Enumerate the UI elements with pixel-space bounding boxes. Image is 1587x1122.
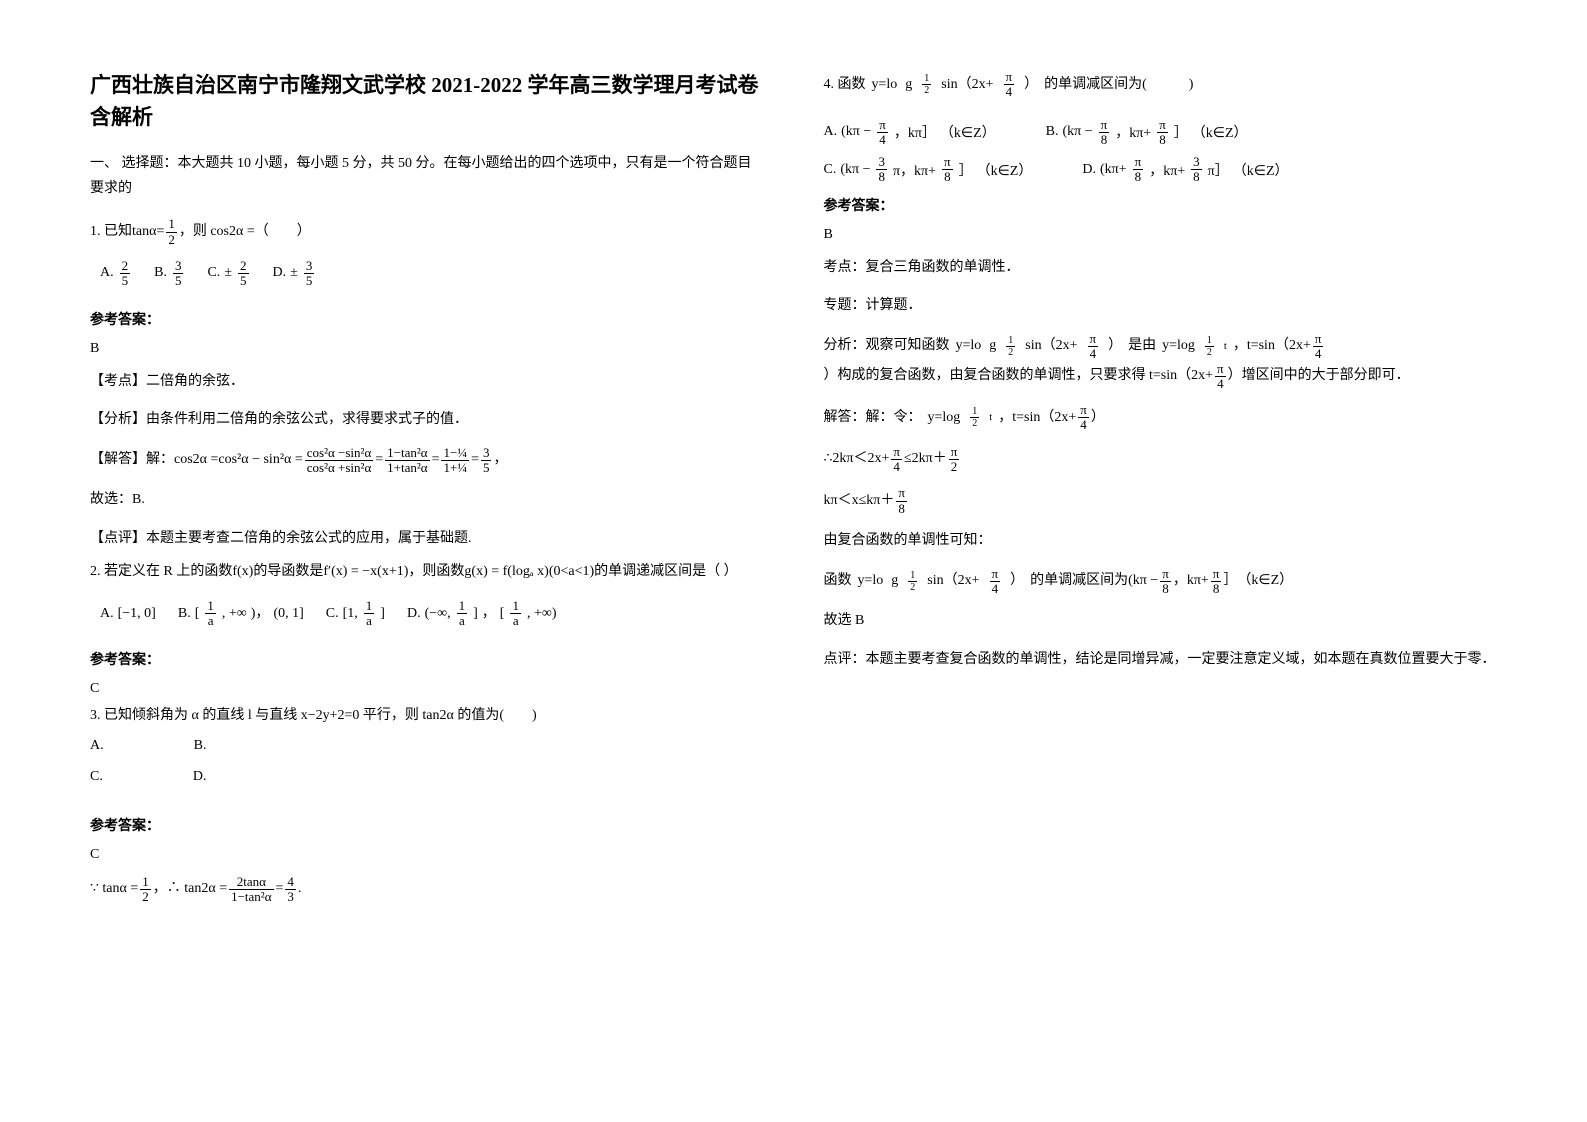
q2-stem: 2. 若定义在 R 上的函数 f(x) 的导函数是 f′(x) = −x(x+1… (90, 559, 764, 586)
q4-option-d: D. (kπ+π8，kπ+38π］ （k∈Z） (1082, 155, 1288, 185)
q4-analysis: 分析： 观察可知函数 y=log12 sin（2x+π4） 是由 y=log12… (824, 332, 1498, 391)
q4-answer: B (824, 227, 1498, 243)
q1-analysis: 【分析】由条件利用二倍角的余弦公式，求得要求式子的值． (90, 407, 764, 434)
q1-cond-suffix: ，则 cos2α =（ ） (179, 219, 311, 246)
q4-func: y=log12 sin（2x+π4） (872, 70, 1039, 100)
question-4: 4. 函数 y=log12 sin（2x+π4） 的单调减区间为( ) (824, 70, 1498, 100)
document-title: 广西壮族自治区南宁市隆翔文武学校 2021-2022 学年高三数学理月考试卷含解… (90, 70, 764, 133)
q4-point: 考点：复合三角函数的单调性． (824, 255, 1498, 282)
q2-option-c: C. [1,1a] (326, 599, 385, 629)
q4-step1: ∴2kπ＜2x+ π4 ≤2kπ＋π2 (824, 445, 1498, 475)
q3-option-d: D. (193, 764, 207, 791)
q4-ylog: y=log12t (1162, 333, 1227, 360)
q1-conclusion: 故选：B. (90, 487, 764, 514)
q1-prefix: 1. 已知 (90, 219, 132, 246)
q4-compound: 由复合函数的单调性可知： (824, 528, 1498, 555)
q1-cond-lhs: tanα= (132, 219, 164, 246)
q3-work: ∵ tanα = 12 ，∴ tan2α = 2tanα1−tan²α = 43… (90, 875, 764, 905)
q2-options: A. [−1, 0] B. [1a, +∞)，(0, 1] C. [1,1a] … (100, 599, 764, 629)
q1-option-a: A.25 (100, 259, 132, 289)
q4-option-a: A. (kπ − π4，kπ］ （k∈Z） (824, 118, 996, 148)
q1-options: A.25 B.35 C.±25 D.±35 (100, 259, 764, 289)
page-root: 广西壮族自治区南宁市隆翔文武学校 2021-2022 学年高三数学理月考试卷含解… (0, 0, 1587, 1122)
q1-solve: 【解答】 解：cos2α =cos²α − sin²α = cos²α −sin… (90, 446, 764, 476)
q4-option-b: B. (kπ − π8，kπ+π8］ （k∈Z） (1046, 118, 1248, 148)
q4-answer-label: 参考答案： (824, 195, 1498, 215)
q4-analysis-func: y=log12 sin（2x+π4） (956, 332, 1123, 362)
question-3: 3. 已知倾斜角为 α 的直线 l 与直线 x−2y+2=0 平行，则 tan2… (90, 703, 764, 795)
q2-option-b: B. [1a, +∞)，(0, 1] (178, 599, 304, 629)
right-column: 4. 函数 y=log12 sin（2x+π4） 的单调减区间为( ) A. (… (824, 70, 1498, 1052)
q3-answer-label: 参考答案： (90, 815, 764, 835)
q3-options-row2: C. D. (90, 764, 764, 791)
choice-section-header: 一、 选择题：本大题共 10 小题，每小题 5 分，共 50 分。在每小题给出的… (90, 151, 764, 201)
q1-answer-label: 参考答案： (90, 309, 764, 329)
q4-conclusion: 故选 B (824, 608, 1498, 635)
q2-option-d: D. (−∞, 1a]，[1a, +∞) (407, 599, 557, 629)
q4-final: 函数 y=log12 sin（2x+π4） 的单调减区间为 (kπ − π8，k… (824, 567, 1498, 597)
q4-review: 点评：本题主要考查复合函数的单调性，结论是同增异减，一定要注意定义域，如本题在真… (824, 647, 1498, 674)
q4-solve: 解答： 解：令： y=log12t ，t=sin（2x+π4） (824, 403, 1498, 433)
q3-stem: 3. 已知倾斜角为 α 的直线 l 与直线 x−2y+2=0 平行，则 tan2… (90, 703, 764, 730)
question-2: 2. 若定义在 R 上的函数 f(x) 的导函数是 f′(x) = −x(x+1… (90, 559, 764, 629)
q2-option-a: A. [−1, 0] (100, 601, 156, 628)
q1-option-b: B.35 (154, 259, 185, 289)
q4-topic: 专题：计算题． (824, 293, 1498, 320)
q1-point: 【考点】二倍角的余弦． (90, 369, 764, 396)
question-1: 1. 已知 tanα= 12 ，则 cos2α =（ ） A.25 B.35 C… (90, 217, 764, 288)
q4-step2: kπ＜x≤kπ＋π8 (824, 486, 1498, 516)
q1-answer: B (90, 341, 764, 357)
q3-option-c: C. (90, 764, 103, 791)
q3-option-a: A. (90, 733, 104, 760)
q2-answer: C (90, 681, 764, 697)
q3-options-row1: A. B. (90, 733, 764, 760)
q1-stem: 1. 已知 tanα= 12 ，则 cos2α =（ ） (90, 217, 764, 247)
q1-option-d: D.±35 (273, 259, 317, 289)
q4-final-func: y=log12 sin（2x+π4） (858, 567, 1025, 597)
q2-answer-label: 参考答案： (90, 649, 764, 669)
q3-answer: C (90, 847, 764, 863)
q1-review: 【点评】本题主要考查二倍角的余弦公式的应用，属于基础题. (90, 526, 764, 553)
left-column: 广西壮族自治区南宁市隆翔文武学校 2021-2022 学年高三数学理月考试卷含解… (90, 70, 764, 1052)
q1-cond-frac: 12 (166, 217, 177, 247)
q4-options-ab: A. (kπ − π4，kπ］ （k∈Z） B. (kπ − π8，kπ+π8］… (824, 118, 1498, 148)
q3-option-b: B. (194, 733, 207, 760)
q4-options-cd: C. (kπ − 38π，kπ+π8］ （k∈Z） D. (kπ+π8，kπ+3… (824, 155, 1498, 185)
q4-solve-ylog: y=log12t (928, 405, 993, 432)
q1-option-c: C.±25 (207, 259, 250, 289)
q4-option-c: C. (kπ − 38π，kπ+π8］ （k∈Z） (824, 155, 1033, 185)
